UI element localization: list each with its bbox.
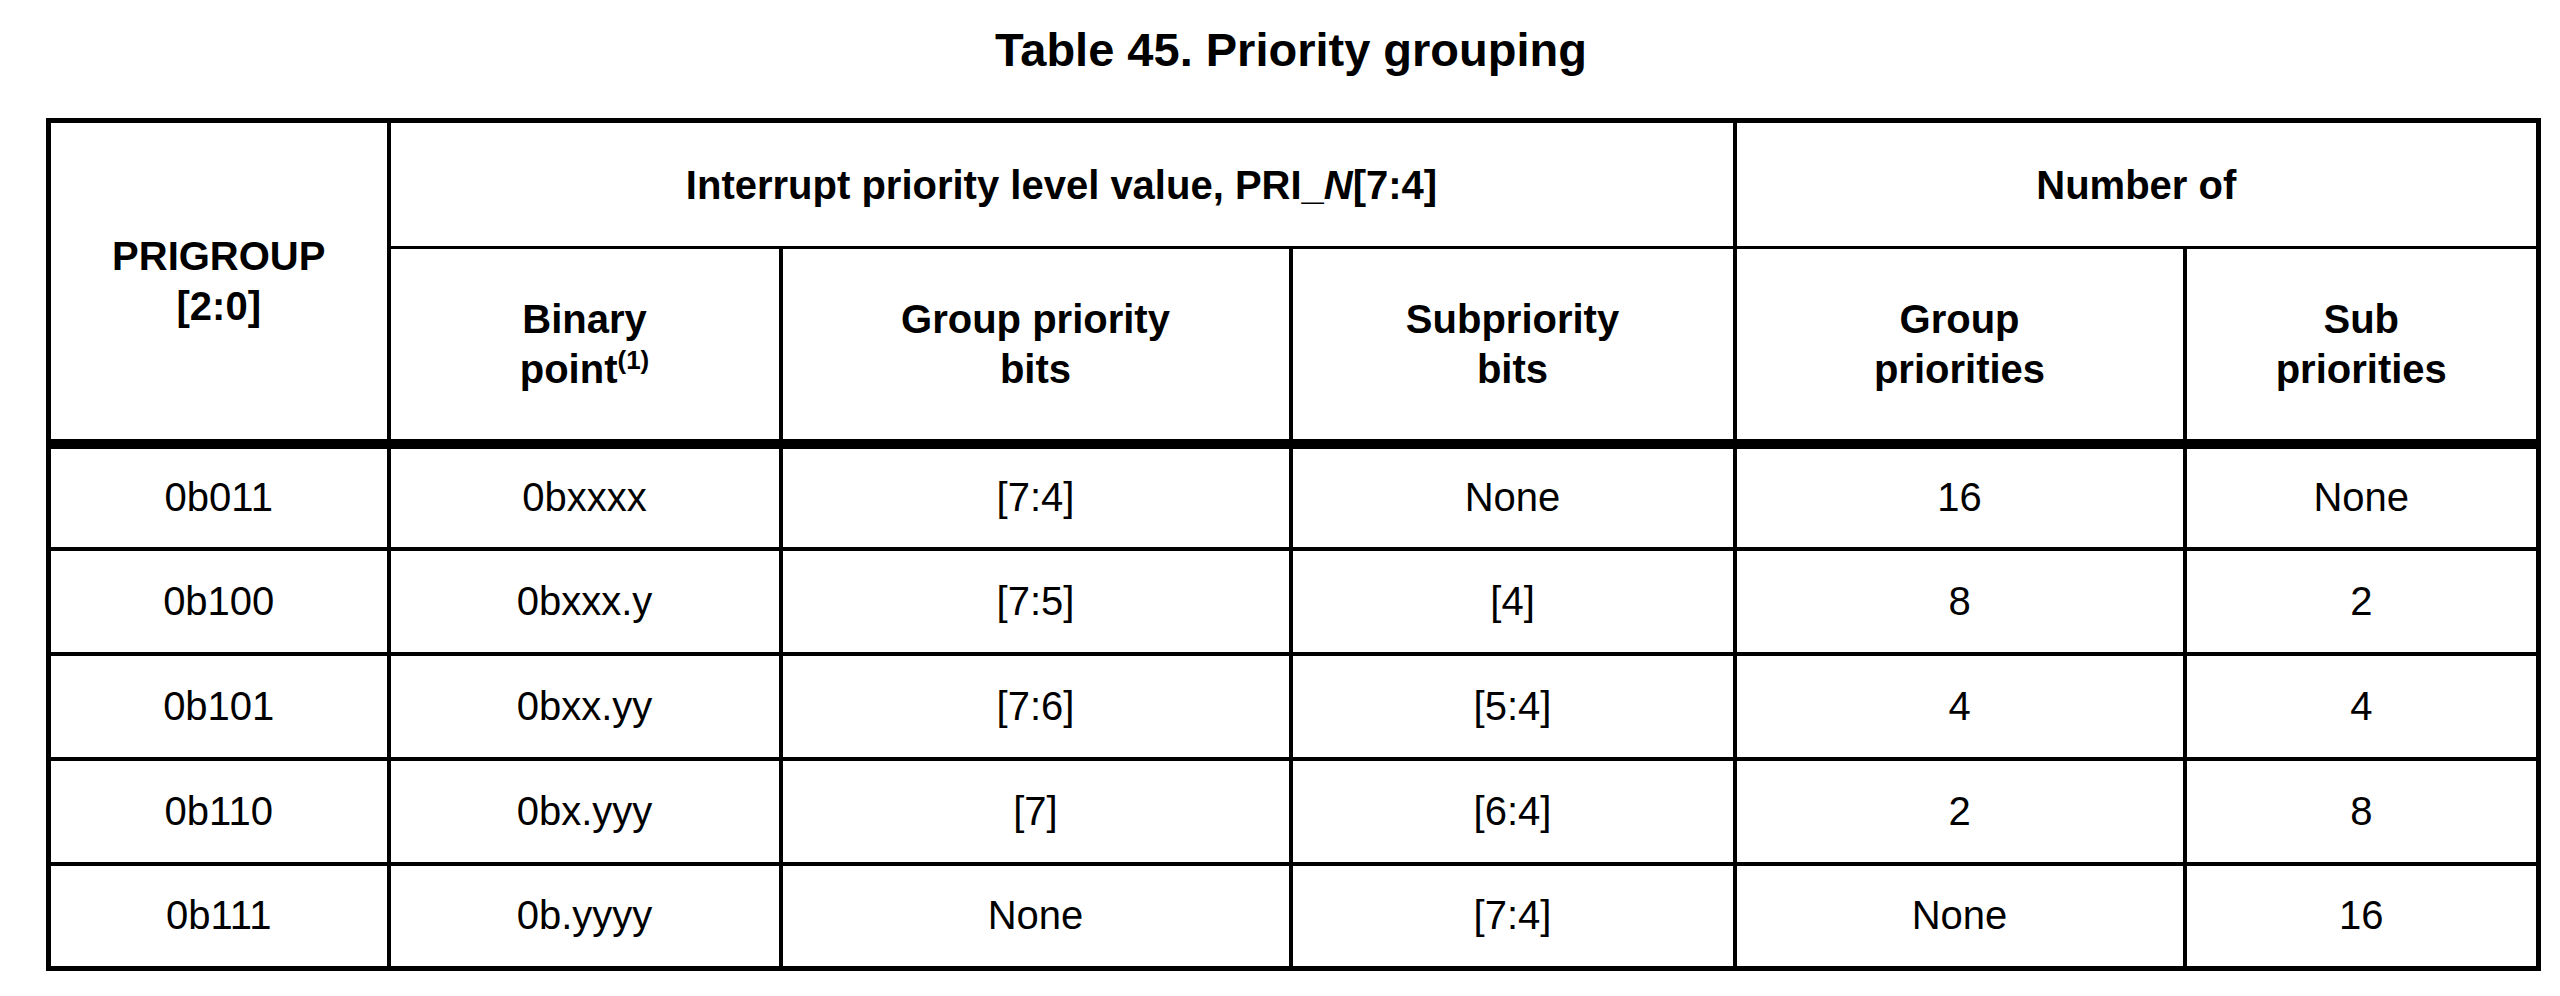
header-group-priorities-line1: Group [1737,294,2183,344]
header-prigroup-line2: [2:0] [51,281,387,331]
header-sub-priorities: Sub priorities [2185,248,2539,444]
header-group-priorities-line2: priorities [1737,344,2183,394]
cell-binary-point: 0bxx.yy [389,654,781,759]
header-group-priorities: Group priorities [1735,248,2185,444]
header-interrupt-pre: Interrupt priority level value, PRI_ [686,163,1324,207]
cell-group-priorities: 4 [1735,654,2185,759]
table-caption: Table 45. Priority grouping [46,22,2536,77]
table-row: 0b101 0bxx.yy [7:6] [5:4] 4 4 [49,654,2539,759]
cell-sub-priorities: 8 [2185,759,2539,864]
table-row: 0b111 0b.yyyy None [7:4] None 16 [49,864,2539,969]
cell-binary-point: 0bx.yyy [389,759,781,864]
header-subpriority-bits-line1: Subpriority [1293,294,1733,344]
header-group-priority-bits: Group priority bits [781,248,1291,444]
priority-grouping-table: PRIGROUP [2:0] Interrupt priority level … [46,118,2541,971]
table-row: 0b110 0bx.yyy [7] [6:4] 2 8 [49,759,2539,864]
cell-binary-point: 0bxxxx [389,444,781,549]
header-prigroup-line1: PRIGROUP [51,231,387,281]
cell-prigroup: 0b101 [49,654,389,759]
header-subpriority-bits: Subpriority bits [1291,248,1735,444]
header-number-of: Number of [1735,121,2539,248]
cell-sub-priorities: 16 [2185,864,2539,969]
cell-group-priority-bits: [7:6] [781,654,1291,759]
cell-binary-point: 0bxxx.y [389,549,781,654]
footnote-1-superscript: (1) [617,344,649,374]
cell-group-priority-bits: [7] [781,759,1291,864]
cell-group-priorities: None [1735,864,2185,969]
header-binary-point-line2: point(1) [391,344,779,394]
header-group-priority-bits-line1: Group priority [783,294,1289,344]
table-row: 0b100 0bxxx.y [7:5] [4] 8 2 [49,549,2539,654]
header-binary-point-word: point [520,347,618,391]
cell-binary-point: 0b.yyyy [389,864,781,969]
header-sub-priorities-line2: priorities [2187,344,2537,394]
cell-prigroup: 0b100 [49,549,389,654]
cell-group-priorities: 8 [1735,549,2185,654]
cell-subpriority-bits: None [1291,444,1735,549]
cell-group-priorities: 16 [1735,444,2185,549]
header-binary-point-line1: Binary [391,294,779,344]
cell-group-priority-bits: [7:4] [781,444,1291,549]
cell-group-priority-bits: None [781,864,1291,969]
header-group-row: PRIGROUP [2:0] Interrupt priority level … [49,121,2539,248]
header-group-priority-bits-line2: bits [783,344,1289,394]
header-interrupt-n: N [1324,163,1353,207]
header-interrupt-post: [7:4] [1353,163,1437,207]
header-subpriority-bits-line2: bits [1293,344,1733,394]
table-row: 0b011 0bxxxx [7:4] None 16 None [49,444,2539,549]
cell-sub-priorities: 2 [2185,549,2539,654]
cell-group-priorities: 2 [1735,759,2185,864]
cell-sub-priorities: 4 [2185,654,2539,759]
cell-prigroup: 0b110 [49,759,389,864]
cell-subpriority-bits: [4] [1291,549,1735,654]
document-page: Table 45. Priority grouping PRIGROUP [2:… [0,0,2560,996]
cell-group-priority-bits: [7:5] [781,549,1291,654]
header-prigroup: PRIGROUP [2:0] [49,121,389,444]
header-sub-row: Binary point(1) Group priority bits Subp… [49,248,2539,444]
cell-prigroup: 0b111 [49,864,389,969]
cell-subpriority-bits: [5:4] [1291,654,1735,759]
header-sub-priorities-line1: Sub [2187,294,2537,344]
cell-prigroup: 0b011 [49,444,389,549]
header-binary-point: Binary point(1) [389,248,781,444]
header-interrupt-priority-level: Interrupt priority level value, PRI_N[7:… [389,121,1735,248]
cell-subpriority-bits: [6:4] [1291,759,1735,864]
cell-sub-priorities: None [2185,444,2539,549]
cell-subpriority-bits: [7:4] [1291,864,1735,969]
